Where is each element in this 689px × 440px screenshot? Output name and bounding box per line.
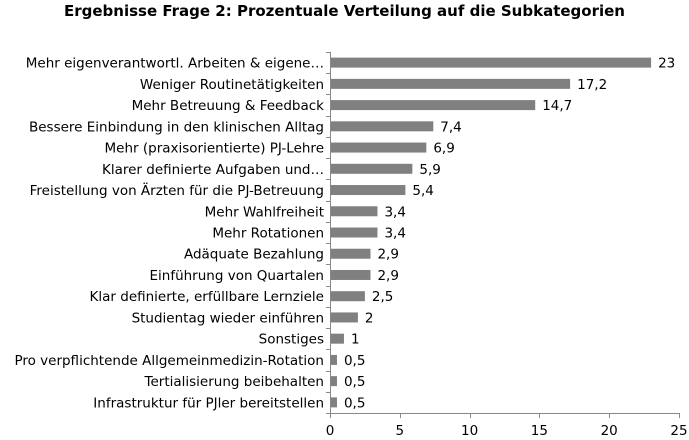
bar: [330, 333, 344, 344]
category-label: Freistellung von Ärzten für die PJ-Betre…: [30, 181, 324, 199]
category-label: Klarer definierte Aufgaben und…: [102, 162, 324, 178]
category-label: Sonstiges: [259, 332, 324, 348]
value-label: 2: [365, 310, 374, 326]
value-label: 2,9: [377, 247, 398, 263]
bar: [330, 185, 406, 196]
x-tick-label: 0: [326, 423, 335, 439]
value-label: 5,9: [419, 162, 440, 178]
bar: [330, 291, 365, 302]
bar: [330, 397, 337, 408]
category-label: Weniger Routinetätigkeiten: [140, 77, 324, 93]
bar: [330, 121, 434, 132]
category-label: Studientag wieder einführen: [132, 310, 324, 326]
value-label: 3,4: [384, 204, 405, 220]
bar: [330, 354, 337, 365]
bar: [330, 100, 536, 111]
bar: [330, 142, 427, 153]
bar: [330, 78, 571, 89]
category-label: Bessere Einbindung in den klinischen All…: [29, 119, 324, 135]
value-label: 5,4: [412, 183, 433, 199]
value-label: 3,4: [384, 226, 405, 242]
category-label: Mehr eigenverantwortl. Arbeiten & eigene…: [26, 56, 324, 72]
value-label: 0,5: [344, 374, 365, 390]
bar: [330, 248, 371, 259]
category-label: Pro verpflichtende Allgemeinmedizin-Rota…: [14, 353, 324, 369]
value-label: 2,5: [372, 289, 393, 305]
chart-title: Ergebnisse Frage 2: Prozentuale Verteilu…: [64, 2, 625, 20]
category-label: Tertialisierung beibehalten: [144, 374, 324, 390]
value-label: 2,9: [377, 268, 398, 284]
bar: [330, 227, 378, 238]
bar: [330, 206, 378, 217]
bar: [330, 57, 652, 68]
x-tick-label: 10: [461, 423, 478, 439]
value-label: 0,5: [344, 395, 365, 411]
category-label: Adäquate Bezahlung: [184, 247, 324, 263]
bar: [330, 163, 413, 174]
category-label: Mehr Rotationen: [212, 226, 324, 242]
x-tick-label: 5: [396, 423, 405, 439]
category-label: Mehr Betreuung & Feedback: [132, 98, 325, 114]
bar: [330, 312, 358, 323]
value-label: 1: [351, 332, 360, 348]
x-tick-label: 20: [601, 423, 618, 439]
x-tick-label: 25: [670, 423, 687, 439]
value-label: 7,4: [440, 119, 461, 135]
value-label: 14,7: [542, 98, 572, 114]
x-tick-label: 15: [531, 423, 548, 439]
category-label: Einführung von Quartalen: [149, 268, 324, 284]
value-label: 23: [658, 56, 675, 72]
value-label: 17,2: [577, 77, 607, 93]
bar: [330, 269, 371, 280]
bar: [330, 376, 337, 387]
value-label: 6,9: [433, 141, 454, 157]
value-label: 0,5: [344, 353, 365, 369]
category-label: Mehr Wahlfreiheit: [205, 204, 324, 220]
category-label: Infrastruktur für PJler bereitstellen: [93, 395, 324, 411]
category-label: Mehr (praxisorientierte) PJ-Lehre: [105, 141, 324, 157]
category-label: Klar definierte, erfüllbare Lernziele: [90, 289, 324, 305]
